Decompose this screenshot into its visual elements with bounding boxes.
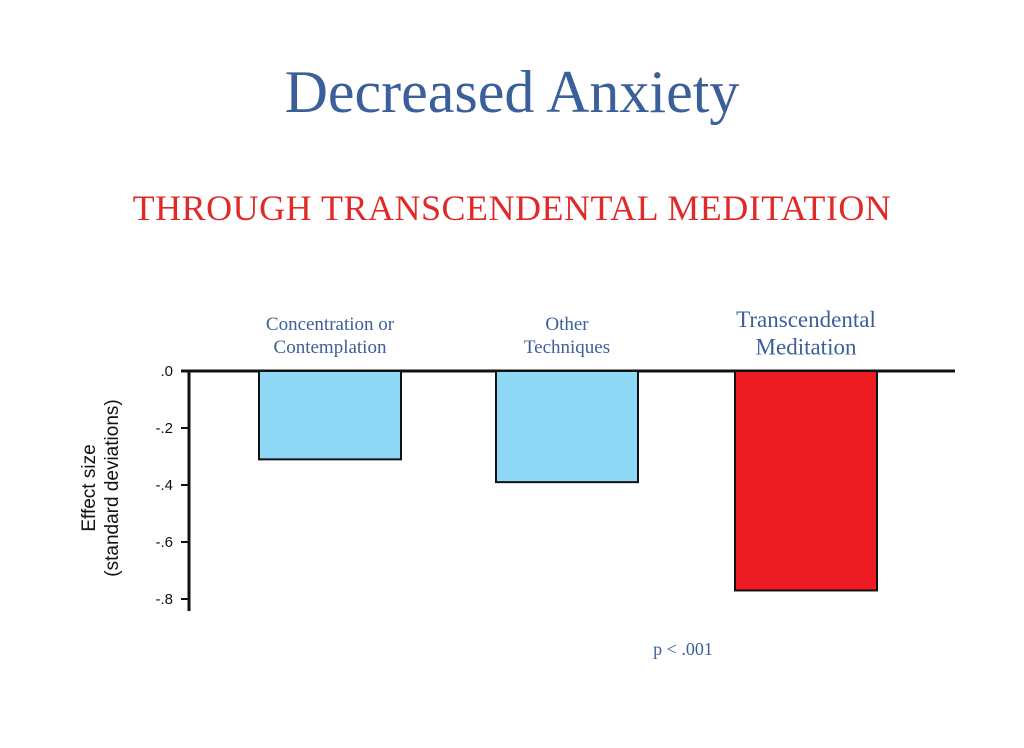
y-tick-label: -.4 bbox=[155, 477, 173, 494]
chart-bars bbox=[258, 370, 878, 592]
chart-title: Decreased Anxiety bbox=[284, 59, 740, 125]
category-label: Concentration or Contemplation bbox=[266, 314, 395, 358]
bar bbox=[734, 370, 878, 592]
y-axis-ticks: .0 -.2 -.4 -.6 -.8 bbox=[155, 363, 189, 608]
y-axis-title: Effect size (standard deviations) bbox=[79, 399, 123, 576]
y-tick-label: -.2 bbox=[155, 420, 173, 437]
y-tick-label: .0 bbox=[160, 363, 173, 380]
category-labels: Concentration or Contemplation Other Techni… bbox=[266, 307, 876, 360]
category-label: Other Techniques bbox=[524, 314, 610, 358]
bar bbox=[495, 370, 639, 484]
y-tick-label: -.6 bbox=[155, 534, 173, 551]
y-tick-label: -.8 bbox=[155, 591, 173, 608]
chart-subtitle: THROUGH TRANSCENDENTAL MEDITATION bbox=[132, 188, 892, 228]
bar bbox=[258, 370, 402, 461]
significance-note: p < .001 bbox=[653, 639, 713, 659]
category-label: Transcendental Meditation bbox=[736, 307, 876, 360]
